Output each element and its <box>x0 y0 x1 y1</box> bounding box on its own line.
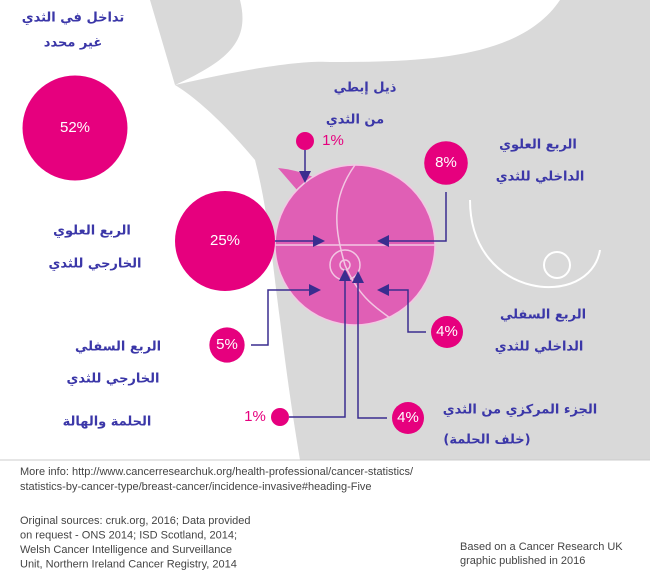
region-label: ذيل إبطي <box>334 81 397 96</box>
sources: Welsh Cancer Intelligence and Surveillan… <box>20 544 232 556</box>
value-label: 4% <box>436 323 458 340</box>
sources: Unit, Northern Ireland Cancer Registry, … <box>20 558 237 570</box>
value-circle <box>392 402 424 434</box>
value-label: 52% <box>60 119 90 136</box>
region-label: الداخلي للثدي <box>496 170 585 185</box>
region-label: الخارجي للثدي <box>66 372 159 387</box>
value-circle <box>175 191 275 291</box>
region-label: الربع السفلي <box>75 340 161 355</box>
region-label: الخارجي للثدي <box>48 257 141 272</box>
value-label: 8% <box>435 154 457 171</box>
value-label: 25% <box>210 232 240 249</box>
region-label: الجزء المركزي من الثدي <box>443 403 598 418</box>
credit: graphic published in 2016 <box>460 555 585 567</box>
more-info: More info: http://www.cancerresearchuk.o… <box>20 466 414 478</box>
value-circle <box>424 141 468 185</box>
more-info: statistics-by-cancer-type/breast-cancer/… <box>20 481 372 493</box>
value-circle <box>271 408 289 426</box>
region-label: الداخلي للثدي <box>495 340 584 355</box>
region-label: الحلمة والهالة <box>63 415 152 430</box>
value-label: 4% <box>397 409 419 426</box>
value-label: 1% <box>322 132 344 149</box>
value-circle <box>431 316 463 348</box>
value-circle <box>296 132 314 150</box>
value-label: 5% <box>216 336 238 353</box>
region-label: الربع العلوي <box>499 138 577 153</box>
region-label: غير محدد <box>44 36 102 51</box>
region-label: (خلف الحلمة) <box>443 433 530 448</box>
region-label: الربع العلوي <box>53 224 131 239</box>
credit: Based on a Cancer Research UK <box>460 541 623 553</box>
value-circle <box>209 327 245 363</box>
value-label: 1% <box>244 408 266 425</box>
sources: Original sources: cruk.org, 2016; Data p… <box>20 515 251 527</box>
region-label: تداخل في الثدي <box>22 11 125 26</box>
right-breast <box>469 199 601 289</box>
sources: on request - ONS 2014; ISD Scotland, 201… <box>20 529 237 541</box>
region-label: من الثدي <box>326 113 384 128</box>
right-nipple <box>543 251 571 279</box>
region-label: الربع السفلي <box>500 308 586 323</box>
pointers <box>251 150 447 419</box>
value-circle <box>22 75 128 181</box>
